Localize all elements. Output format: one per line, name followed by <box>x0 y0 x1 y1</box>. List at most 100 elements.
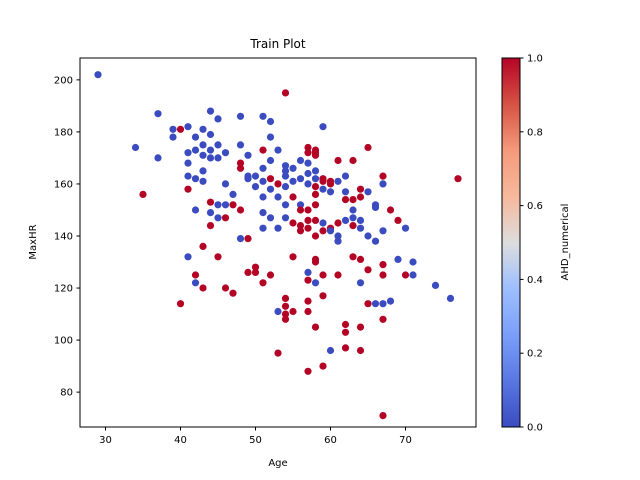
data-point <box>229 289 237 297</box>
data-point <box>236 141 245 149</box>
data-point <box>191 133 200 141</box>
data-point <box>311 167 320 175</box>
data-point <box>94 71 102 79</box>
data-point <box>281 315 290 323</box>
colorbar-tick-label: 0.4 <box>527 275 543 286</box>
data-point <box>289 164 297 172</box>
data-point <box>176 300 185 308</box>
data-point <box>289 253 297 261</box>
data-point <box>289 177 297 185</box>
data-point <box>356 185 365 193</box>
y-tick-label: 160 <box>54 179 73 190</box>
x-axis: 30 40 50 60 70 <box>99 427 412 446</box>
y-axis: 80 100 120 140 160 180 200 <box>54 75 80 399</box>
data-point <box>281 162 290 170</box>
data-point <box>289 219 297 227</box>
data-point <box>191 279 200 287</box>
data-point <box>221 214 230 222</box>
data-point <box>349 222 357 230</box>
data-point <box>371 300 380 308</box>
y-tick-label: 120 <box>54 284 73 295</box>
data-point <box>304 206 312 214</box>
data-point <box>236 206 245 214</box>
y-tick-label: 180 <box>54 127 73 138</box>
data-point <box>169 125 177 133</box>
data-point <box>206 198 215 206</box>
data-point <box>154 154 162 162</box>
data-point <box>266 185 275 193</box>
data-point <box>364 188 372 196</box>
data-point <box>386 297 395 305</box>
data-point <box>379 300 387 308</box>
data-point <box>221 284 230 292</box>
data-point <box>274 307 282 316</box>
data-point <box>191 146 200 154</box>
data-point <box>229 190 237 198</box>
data-point <box>296 175 305 183</box>
data-point <box>259 193 267 201</box>
data-point <box>319 227 327 235</box>
data-point <box>304 224 312 232</box>
data-point <box>379 180 387 188</box>
data-point <box>281 183 290 191</box>
data-point <box>296 222 305 230</box>
data-point <box>334 219 342 227</box>
colorbar-tick-label: 0.6 <box>527 201 543 212</box>
colorbar-tick-label: 0.0 <box>527 423 543 434</box>
data-point <box>251 263 260 271</box>
data-point <box>311 151 320 159</box>
data-point <box>184 123 192 131</box>
colorbar-label: AHD_numerical <box>560 204 571 281</box>
data-point <box>304 159 312 167</box>
data-point <box>394 216 402 224</box>
data-point <box>334 232 342 240</box>
data-point <box>319 271 327 279</box>
data-point <box>244 235 252 243</box>
data-point <box>266 156 275 165</box>
data-point <box>349 214 357 222</box>
colorbar-tick-label: 0.8 <box>527 127 543 138</box>
data-point <box>274 224 282 232</box>
data-point <box>431 281 440 289</box>
data-point <box>319 185 327 193</box>
x-tick-label: 40 <box>174 435 187 446</box>
x-tick-label: 30 <box>99 435 112 446</box>
data-point <box>199 167 207 175</box>
data-point <box>311 175 320 183</box>
data-point <box>304 143 312 152</box>
y-tick-label: 80 <box>60 388 73 399</box>
data-point <box>191 175 200 183</box>
data-point <box>296 201 305 209</box>
data-point <box>341 188 350 196</box>
data-point <box>364 232 372 240</box>
data-point <box>176 125 185 133</box>
data-point <box>356 224 365 232</box>
x-axis-label: Age <box>268 458 287 469</box>
data-point <box>131 143 140 152</box>
data-point <box>379 271 387 279</box>
data-point <box>214 141 222 149</box>
data-point <box>341 320 350 329</box>
data-point <box>371 203 380 211</box>
data-point <box>379 261 387 269</box>
data-point <box>304 307 312 316</box>
data-point <box>349 206 357 214</box>
data-point <box>214 214 222 222</box>
data-point <box>184 159 192 167</box>
data-point <box>334 237 342 245</box>
y-tick-label: 200 <box>54 75 73 86</box>
data-point <box>251 268 260 276</box>
data-point <box>184 149 192 157</box>
data-point <box>281 214 290 222</box>
data-point <box>199 151 207 159</box>
data-point <box>274 349 282 357</box>
data-point <box>304 169 312 178</box>
data-point <box>349 253 357 261</box>
data-point <box>334 271 342 279</box>
data-point <box>386 206 395 214</box>
data-point <box>206 154 215 162</box>
data-point <box>379 227 387 235</box>
data-point <box>244 175 252 183</box>
data-point <box>169 133 177 141</box>
data-point <box>236 159 245 167</box>
